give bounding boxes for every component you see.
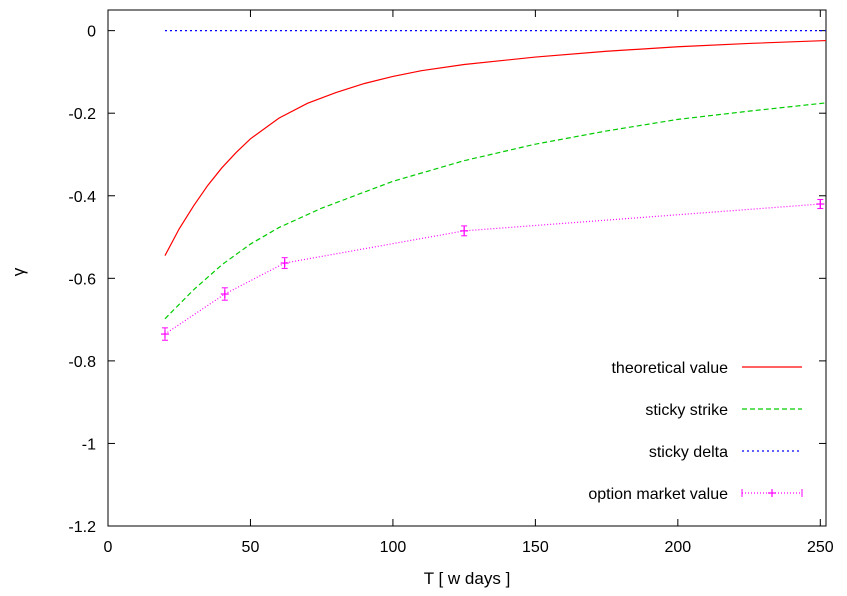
y-axis-ticks: 0 -0.2 -0.4 -0.6 -0.8 -1 -1.2 bbox=[68, 24, 826, 536]
x-tick-label: 150 bbox=[522, 539, 549, 556]
plot-frame bbox=[107, 9, 827, 527]
x-axis-ticks: 0 50 100 150 200 250 bbox=[104, 10, 834, 556]
plot-area-border bbox=[107, 9, 827, 527]
x-tick-label: 250 bbox=[807, 539, 834, 556]
y-tick-label: -0.4 bbox=[68, 189, 96, 206]
data-point bbox=[220, 287, 229, 301]
x-axis-label: T [ w days ] bbox=[424, 569, 511, 588]
data-point bbox=[816, 198, 825, 210]
y-tick-label: -1.2 bbox=[68, 519, 96, 536]
legend-item: sticky strike bbox=[645, 402, 802, 419]
series-line bbox=[164, 39, 827, 256]
series-option-market-value bbox=[160, 198, 825, 341]
legend-label: sticky strike bbox=[645, 402, 728, 419]
legend-label: option market value bbox=[588, 486, 728, 503]
series-layer bbox=[160, 30, 827, 341]
y-axis-label: γ bbox=[9, 267, 28, 276]
series-theoretical-value bbox=[164, 39, 827, 256]
series-line bbox=[164, 203, 821, 335]
legend-label: sticky delta bbox=[649, 444, 728, 461]
legend-item: sticky delta bbox=[649, 444, 802, 461]
legend: theoretical value sticky strike sticky del… bbox=[588, 360, 803, 503]
y-tick-label: 0 bbox=[87, 24, 96, 41]
data-point bbox=[460, 225, 469, 237]
y-tick-label: -0.6 bbox=[68, 271, 96, 288]
data-point bbox=[160, 327, 169, 341]
legend-item: theoretical value bbox=[611, 360, 802, 377]
legend-item: option market value bbox=[588, 486, 803, 503]
x-tick-label: 50 bbox=[242, 539, 260, 556]
y-tick-label: -0.8 bbox=[68, 354, 96, 371]
y-tick-label: -0.2 bbox=[68, 106, 96, 123]
data-point bbox=[280, 257, 289, 269]
y-tick-label: -1 bbox=[82, 436, 96, 453]
series-line bbox=[164, 102, 827, 320]
legend-label: theoretical value bbox=[611, 360, 728, 377]
x-tick-label: 0 bbox=[104, 539, 113, 556]
x-tick-label: 100 bbox=[380, 539, 407, 556]
x-tick-label: 200 bbox=[664, 539, 691, 556]
series-sticky-strike bbox=[164, 102, 827, 320]
